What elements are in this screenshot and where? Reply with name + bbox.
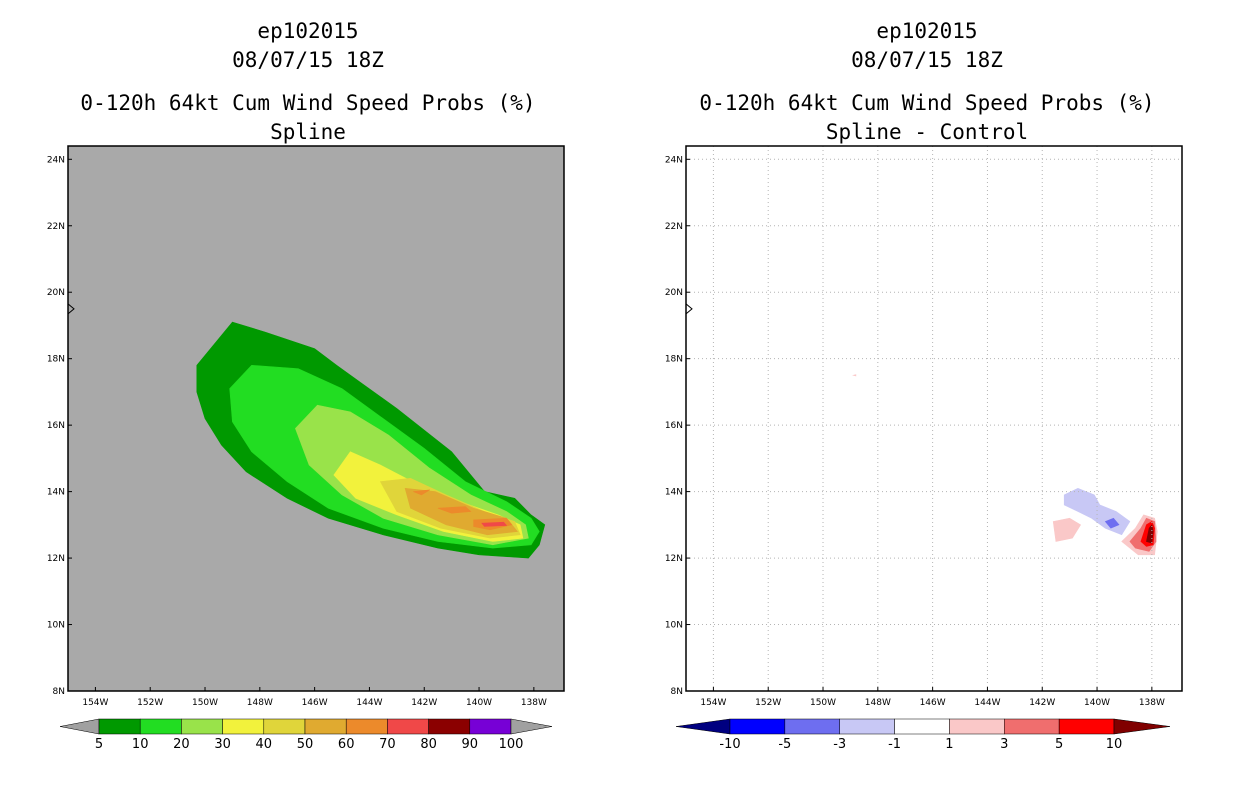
left-colorbar-label-1: 10 [132,737,149,752]
right-plot-background [686,146,1182,691]
left-contour-60-7 [437,506,472,514]
right-ytick-label-5: 18N [665,355,683,365]
right-storm-marker [685,303,693,315]
left-colorbar-swatch-6 [345,718,388,735]
left-colorbar-label-10: 100 [499,737,524,752]
left-xtick-label-8: 138W [521,698,547,708]
left-colorbar-swatch-2 [181,718,223,735]
right-xtick-label-5: 144W [974,698,1000,708]
right-method: Spline - Control [825,120,1029,144]
left-xtick-label-0: 154W [82,698,108,708]
left-ytick-label-6: 20N [47,288,65,298]
left-colorbar-swatch-4 [263,718,306,735]
left-colorbar-swatch-3 [222,718,265,735]
left-ytick-label-7: 22N [47,222,65,232]
left-colorbar-label-8: 80 [420,737,437,752]
left-xtick-label-5: 144W [356,698,382,708]
left-colorbar-under-arrow [59,718,100,735]
right-colorbar-label-7: 10 [1106,737,1123,752]
right-contour-1-4 [852,374,857,377]
left-colorbar-label-5: 50 [297,737,314,752]
left-colorbar-swatch-9 [469,718,512,735]
left-xtick-label-7: 140W [466,698,492,708]
right-colorbar-label-3: -1 [888,737,901,752]
left-colorbar-swatch-7 [387,718,429,735]
right-colorbar-swatch-4 [949,718,1005,735]
left-xtick-label-6: 142W [411,698,437,708]
right-xtick-label-6: 142W [1029,698,1055,708]
left-colorbar-label-4: 40 [256,737,273,752]
right-xtick-label-2: 150W [810,698,836,708]
left-xtick-label-3: 148W [247,698,273,708]
right-contours [852,374,1158,556]
left-ytick-label-5: 18N [47,355,65,365]
left-contour-70-9 [481,521,508,527]
left-colorbar-swatch-1 [139,718,182,735]
left-colorbar-swatch-5 [304,718,347,735]
right-product-title: 0-120h 64kt Cum Wind Speed Probs (%) [699,91,1155,115]
left-storm-marker [67,303,75,315]
right-colorbar-label-6: 5 [1055,737,1063,752]
right-colorbar-swatch-6 [1058,718,1115,735]
left-xtick-label-4: 146W [302,698,328,708]
right-xtick-label-7: 140W [1084,698,1110,708]
left-storm-id: ep102015 [257,19,359,43]
right-colorbar-label-5: 3 [1000,737,1008,752]
right-colorbar-swatch-3 [894,718,950,735]
left-probability-map: 154W 152W 150W 148W 146W 144W 142W 140W 138W 8N 10… [47,145,565,752]
left-colorbar-label-7: 70 [379,737,396,752]
right-ytick-label-2: 12N [665,554,683,564]
left-datetime: 08/07/15 18Z [232,48,384,72]
right-ytick-label-8: 24N [665,155,683,165]
left-method: Spline [270,120,346,144]
left-product-title: 0-120h 64kt Cum Wind Speed Probs (%) [80,91,536,115]
right-ytick-label-3: 14N [665,488,683,498]
right-colorbar-under-arrow [675,718,731,735]
left-xtick-label-2: 150W [192,698,218,708]
left-ytick-label-2: 12N [47,554,65,564]
right-ytick-label-4: 16N [665,421,683,431]
right-colorbar-label-0: -10 [719,737,740,752]
left-contour-60-6 [413,489,430,496]
left-colorbar-label-3: 30 [214,737,231,752]
right-xtick-label-3: 148W [865,698,891,708]
left-colorbar-over-arrow [510,718,553,735]
right-colorbar-swatch-0 [729,718,786,735]
left-colorbar-label-2: 20 [173,737,190,752]
right-colorbar-label-2: -3 [833,737,846,752]
left-colorbar-label-6: 60 [338,737,355,752]
right-colorbar-swatch-5 [1004,718,1060,735]
right-difference-map: 154W 152W 150W 148W 146W 144W 142W 140W 138W 8N 10… [665,145,1183,752]
left-colorbar-swatch-8 [428,718,471,735]
right-datetime: 08/07/15 18Z [851,48,1003,72]
right-colorbar-label-4: 1 [945,737,953,752]
right-colorbar-label-1: -5 [778,737,791,752]
left-plot-frame [67,145,565,692]
left-contours [196,321,546,559]
right-contour--5-1 [1104,517,1120,529]
right-xtick-label-1: 152W [755,698,781,708]
right-colorbar-swatch-1 [784,718,840,735]
left-colorbar-label-0: 5 [95,737,103,752]
left-ytick-label-4: 16N [47,421,65,431]
right-ytick-label-1: 10N [665,621,683,631]
right-colorbar-over-arrow [1113,718,1171,735]
left-ytick-label-1: 10N [47,621,65,631]
left-ytick-label-0: 8N [53,687,65,697]
left-colorbar-swatch-0 [98,718,141,735]
right-xtick-label-0: 154W [700,698,726,708]
right-xtick-label-8: 138W [1139,698,1165,708]
right-ytick-label-6: 20N [665,288,683,298]
left-colorbar-label-9: 90 [462,737,479,752]
left-ytick-label-3: 14N [47,488,65,498]
right-plot-frame [685,145,1183,692]
right-contour-1-2 [1052,517,1082,542]
right-ytick-label-0: 8N [671,687,683,697]
left-ytick-label-8: 24N [47,155,65,165]
left-xtick-label-1: 152W [137,698,163,708]
right-colorbar-swatch-2 [839,718,895,735]
right-storm-id: ep102015 [876,19,978,43]
right-xtick-label-4: 146W [920,698,946,708]
right-ytick-label-7: 22N [665,222,683,232]
